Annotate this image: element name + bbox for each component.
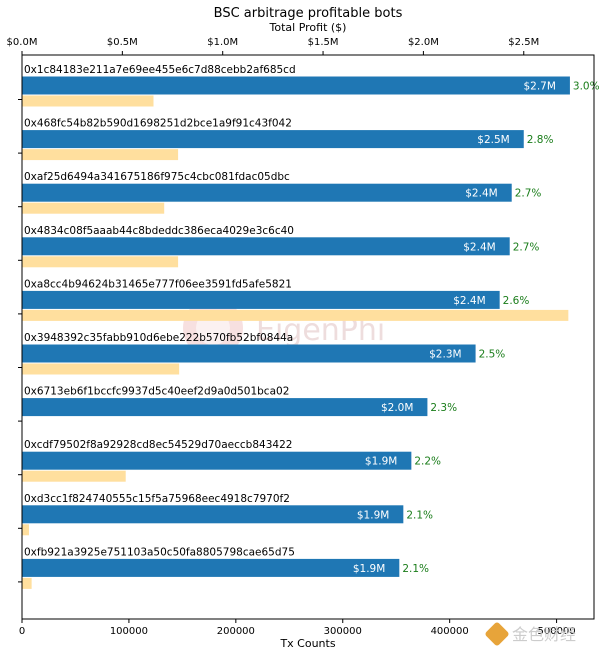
bot-address-label: 0x4834c08f5aaab44c8bdeddc386eca4029e3c6c… xyxy=(24,225,294,237)
bottom-tick-label: 400000 xyxy=(431,626,469,637)
tx-count-bar xyxy=(22,363,180,375)
bars-layer xyxy=(18,76,570,589)
bottom-tick-label: 300000 xyxy=(324,626,362,637)
bottom-tick-label: 100000 xyxy=(110,626,148,637)
profit-value-label: $2.4M xyxy=(453,295,485,307)
profit-value-label: $2.7M xyxy=(523,81,555,93)
profit-value-label: $1.9M xyxy=(353,563,385,575)
chart-title: BSC arbitrage profitable bots xyxy=(214,6,403,21)
profit-pct-label: 3.0% xyxy=(573,81,600,93)
profit-value-label: $2.4M xyxy=(465,188,497,200)
bottom-tick-label: 200000 xyxy=(217,626,255,637)
profit-pct-label: 2.8% xyxy=(527,134,554,146)
profit-bar xyxy=(22,130,524,149)
bot-address-label: 0xcdf79502f8a92928cd8ec54529d70aeccb8434… xyxy=(24,439,292,451)
profit-value-label: $1.9M xyxy=(365,456,397,468)
profit-value-label: $2.5M xyxy=(477,134,509,146)
bot-address-label: 0x3948392c35fabb910d6ebe222b570fb52bf084… xyxy=(24,332,293,344)
top-tick-label: $0.0M xyxy=(7,37,38,48)
bot-address-label: 0xa8cc4b94624b31465e777f06ee3591fd5afe58… xyxy=(24,278,292,290)
top-tick-label: $2.5M xyxy=(508,37,539,48)
profit-pct-label: 2.5% xyxy=(479,349,506,361)
bottom-tick-label: 0 xyxy=(19,626,25,637)
profit-bar xyxy=(22,183,512,202)
profit-value-label: $2.4M xyxy=(463,241,495,253)
tx-count-bar xyxy=(22,202,165,214)
tx-count-bar xyxy=(22,524,29,536)
profit-pct-label: 2.1% xyxy=(402,563,429,575)
labels-layer: 0x1c84183e211a7e69ee455e6c7d88cebb2af685… xyxy=(24,64,600,575)
tx-count-bar xyxy=(22,577,32,589)
bot-address-label: 0xfb921a3925e751103a50c50fa8805798cae65d… xyxy=(24,546,295,558)
profit-value-label: $2.3M xyxy=(429,349,461,361)
profit-pct-label: 2.7% xyxy=(515,188,542,200)
profit-bar xyxy=(22,558,400,577)
profit-bar xyxy=(22,505,404,524)
plot-frame xyxy=(21,54,595,620)
profit-pct-label: 2.2% xyxy=(414,456,441,468)
tx-count-bar xyxy=(22,95,154,107)
tx-count-bar xyxy=(22,470,126,482)
bot-address-label: 0xd3cc1f824740555c15f5a75968eec4918c7970… xyxy=(24,493,290,505)
bottom-axis: 0 100000 200000 300000 400000 500000 xyxy=(19,619,576,637)
bot-address-label: 0x6713eb6f1bccfc9937d5c40eef2d9a0d501bca… xyxy=(24,386,289,398)
top-tick-label: $1.5M xyxy=(308,37,339,48)
tx-count-bar xyxy=(22,256,179,268)
profit-bar xyxy=(22,237,510,256)
bottom-axis-title: Tx Counts xyxy=(279,637,335,650)
top-tick-label: $0.5M xyxy=(107,37,138,48)
bot-address-label: 0x468fc54b82b590d1698251d2bce1a9f91c43f0… xyxy=(24,118,292,130)
profit-value-label: $2.0M xyxy=(381,402,413,414)
profit-bar xyxy=(22,76,570,95)
top-tick-label: $2.0M xyxy=(408,37,439,48)
tx-count-bar xyxy=(22,309,569,321)
badge-text: 金色财经 xyxy=(512,625,576,644)
profit-value-label: $1.9M xyxy=(357,509,389,521)
top-tick-label: $1.0M xyxy=(207,37,238,48)
profit-bar xyxy=(22,290,500,309)
bot-address-label: 0x1c84183e211a7e69ee455e6c7d88cebb2af685… xyxy=(24,64,296,76)
top-axis: $0.0M $0.5M $1.0M $1.5M $2.0M $2.5M xyxy=(7,37,539,55)
jinse-badge: 金色财经 xyxy=(485,622,576,646)
bot-address-label: 0xaf25d6494a341675186f975c4cbc081fdac05d… xyxy=(24,171,290,183)
bottom-tick-label: 500000 xyxy=(537,626,575,637)
profit-pct-label: 2.1% xyxy=(406,509,433,521)
jinse-logo-icon xyxy=(485,622,509,646)
profit-pct-label: 2.6% xyxy=(503,295,530,307)
profit-bar xyxy=(22,344,476,363)
profit-pct-label: 2.3% xyxy=(430,402,457,414)
tx-count-bar xyxy=(22,149,179,161)
top-axis-title: Total Profit ($) xyxy=(269,21,347,34)
profit-pct-label: 2.7% xyxy=(513,241,540,253)
profit-bar xyxy=(22,451,412,470)
profit-bar xyxy=(22,398,428,417)
